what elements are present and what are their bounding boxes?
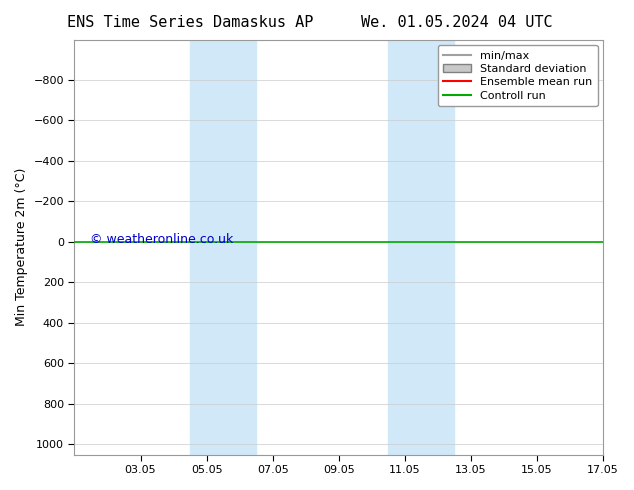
Text: © weatheronline.co.uk: © weatheronline.co.uk — [90, 233, 233, 246]
Bar — [190, 40, 256, 455]
Bar — [389, 40, 455, 455]
Legend: min/max, Standard deviation, Ensemble mean run, Controll run: min/max, Standard deviation, Ensemble me… — [437, 45, 598, 106]
Text: ENS Time Series Damaskus AP: ENS Time Series Damaskus AP — [67, 15, 313, 30]
Text: We. 01.05.2024 04 UTC: We. 01.05.2024 04 UTC — [361, 15, 552, 30]
Y-axis label: Min Temperature 2m (°C): Min Temperature 2m (°C) — [15, 168, 28, 326]
